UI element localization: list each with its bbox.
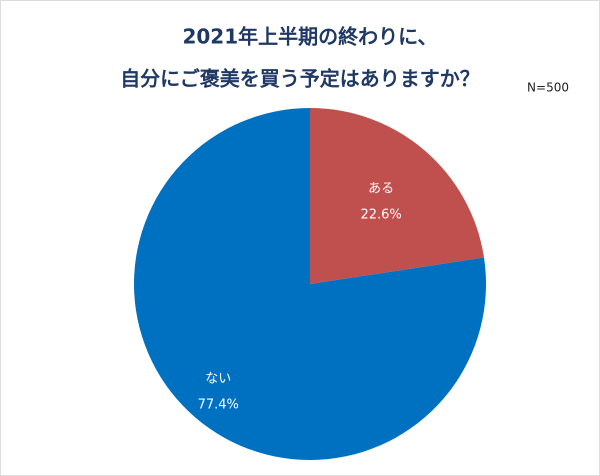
slice-label: ない — [205, 371, 231, 386]
pie-slice — [134, 108, 487, 460]
pie-slice — [310, 108, 485, 284]
subtitle: N=500 — [527, 81, 569, 95]
chart-title: 自分にご褒美を買う予定はありますか？ — [120, 67, 480, 91]
chart-title: 2021年上半期の終わりに、 — [182, 25, 437, 49]
value-label: 77.4% — [198, 397, 239, 412]
slice-label: ある — [368, 182, 394, 197]
value-label: 22.6% — [360, 208, 401, 223]
